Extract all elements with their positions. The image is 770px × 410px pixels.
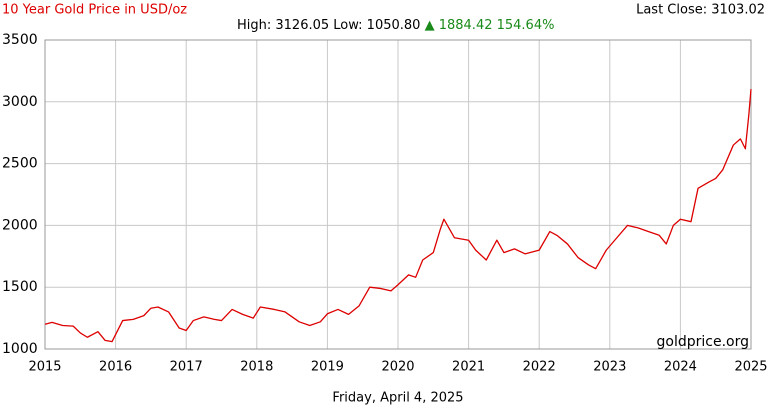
- date: Friday, April 4, 2025: [332, 391, 463, 406]
- high-low: High: 3126.05 Low: 1050.80: [237, 18, 420, 33]
- x-tick-label: 2021: [452, 360, 485, 375]
- x-tick-label: 2016: [99, 360, 132, 375]
- change: ▲ 1884.42 154.64%: [425, 18, 555, 33]
- plot: 1000 1500 2000 2500 3000 3500 2015 2016 2017 2018…: [2, 32, 768, 375]
- x-tick-label: 2019: [311, 360, 344, 375]
- price-line: [44, 89, 752, 343]
- stats: High: 3126.05 Low: 1050.80 ▲ 1884.42 154…: [237, 18, 554, 33]
- y-tick-label: 2000: [2, 217, 38, 233]
- watermark: goldprice.org: [657, 334, 749, 350]
- last-close: Last Close: 3103.02: [636, 3, 765, 18]
- y-tick-label: 1000: [2, 341, 38, 357]
- y-tick-label: 1500: [2, 279, 38, 295]
- x-tick-label: 2022: [523, 360, 556, 375]
- plot-frame: [44, 39, 752, 350]
- x-tick-label: 2020: [381, 360, 414, 375]
- y-tick-label: 2500: [2, 156, 38, 172]
- chart-title: 10 Year Gold Price in USD/oz: [2, 3, 187, 18]
- x-tick-label: 2018: [240, 360, 273, 375]
- x-tick-label: 2023: [593, 360, 626, 375]
- x-tick-label: 2025: [734, 360, 767, 375]
- y-tick-label: 3500: [2, 32, 38, 48]
- x-tick-label: 2017: [170, 360, 203, 375]
- y-tick-label: 3000: [2, 94, 38, 110]
- x-tick-label: 2024: [664, 360, 697, 375]
- x-tick-label: 2015: [28, 360, 61, 375]
